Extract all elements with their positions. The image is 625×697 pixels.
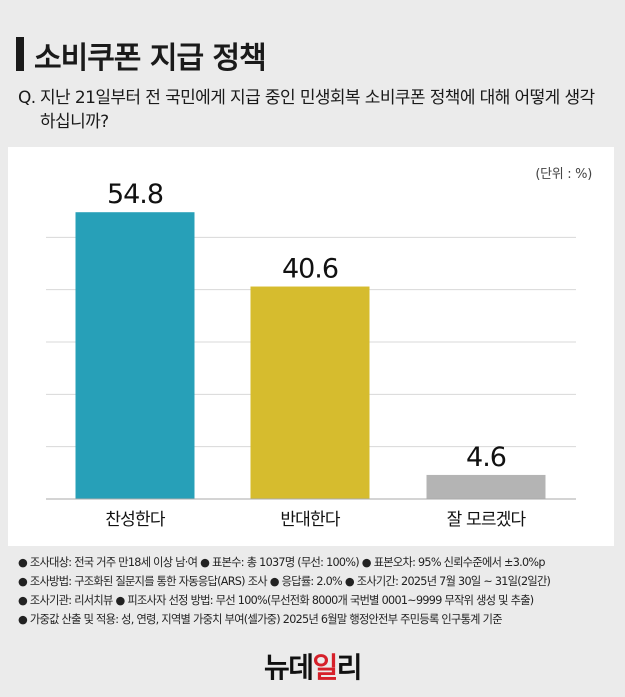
bar bbox=[250, 286, 370, 499]
bar-value-label: 4.6 bbox=[466, 442, 506, 473]
logo-text-part: 리 bbox=[336, 651, 363, 684]
chart-panel: (단위 : %) 54.8 찬성한다 40.6 반대한다 4.6 잘 모르겠다 bbox=[8, 147, 614, 546]
note-line: ● 가중값 산출 및 적용: 성, 연령, 지역별 가중치 부여(셀가중) 20… bbox=[18, 613, 503, 626]
logo-accent-part: 일 bbox=[312, 651, 339, 684]
title-accent-bar bbox=[16, 37, 24, 71]
note-line: ● 조사방법: 구조화된 질문지를 통한 자동응답(ARS) 조사 ● 응답률:… bbox=[18, 575, 551, 588]
unit-label: (단위 : %) bbox=[535, 167, 592, 182]
bar-value-label: 54.8 bbox=[107, 179, 163, 210]
page-title: 소비쿠폰 지급 정책 bbox=[34, 41, 267, 76]
note-line: ● 조사기관: 리서치뷰 ● 피조사자 선정 방법: 무선 100%(무선전화 … bbox=[18, 594, 534, 607]
question-text: 지난 21일부터 전 국민에게 지급 중인 민생회복 소비쿠폰 정책에 대해 어… bbox=[40, 88, 595, 132]
bar-chart: 54.8 찬성한다 40.6 반대한다 4.6 잘 모르겠다 bbox=[46, 179, 576, 530]
category-label: 잘 모르겠다 bbox=[447, 510, 527, 530]
survey-notes: ● 조사대상: 전국 거주 만18세 이상 남·여 ● 표본수: 총 1037명… bbox=[18, 553, 618, 629]
note-line: ● 조사대상: 전국 거주 만18세 이상 남·여 ● 표본수: 총 1037명… bbox=[18, 556, 545, 569]
survey-question: Q. 지난 21일부터 전 국민에게 지급 중인 민생회복 소비쿠폰 정책에 대… bbox=[18, 86, 608, 134]
bar bbox=[75, 212, 195, 500]
question-mark-label: Q. bbox=[18, 88, 36, 108]
category-label: 반대한다 bbox=[280, 510, 341, 530]
brand-logo: 뉴데일리 bbox=[0, 646, 625, 686]
category-label: 찬성한다 bbox=[105, 510, 166, 530]
bar-value-label: 40.6 bbox=[282, 254, 338, 285]
logo-text-part: 뉴데 bbox=[263, 651, 314, 684]
bar bbox=[426, 474, 546, 499]
